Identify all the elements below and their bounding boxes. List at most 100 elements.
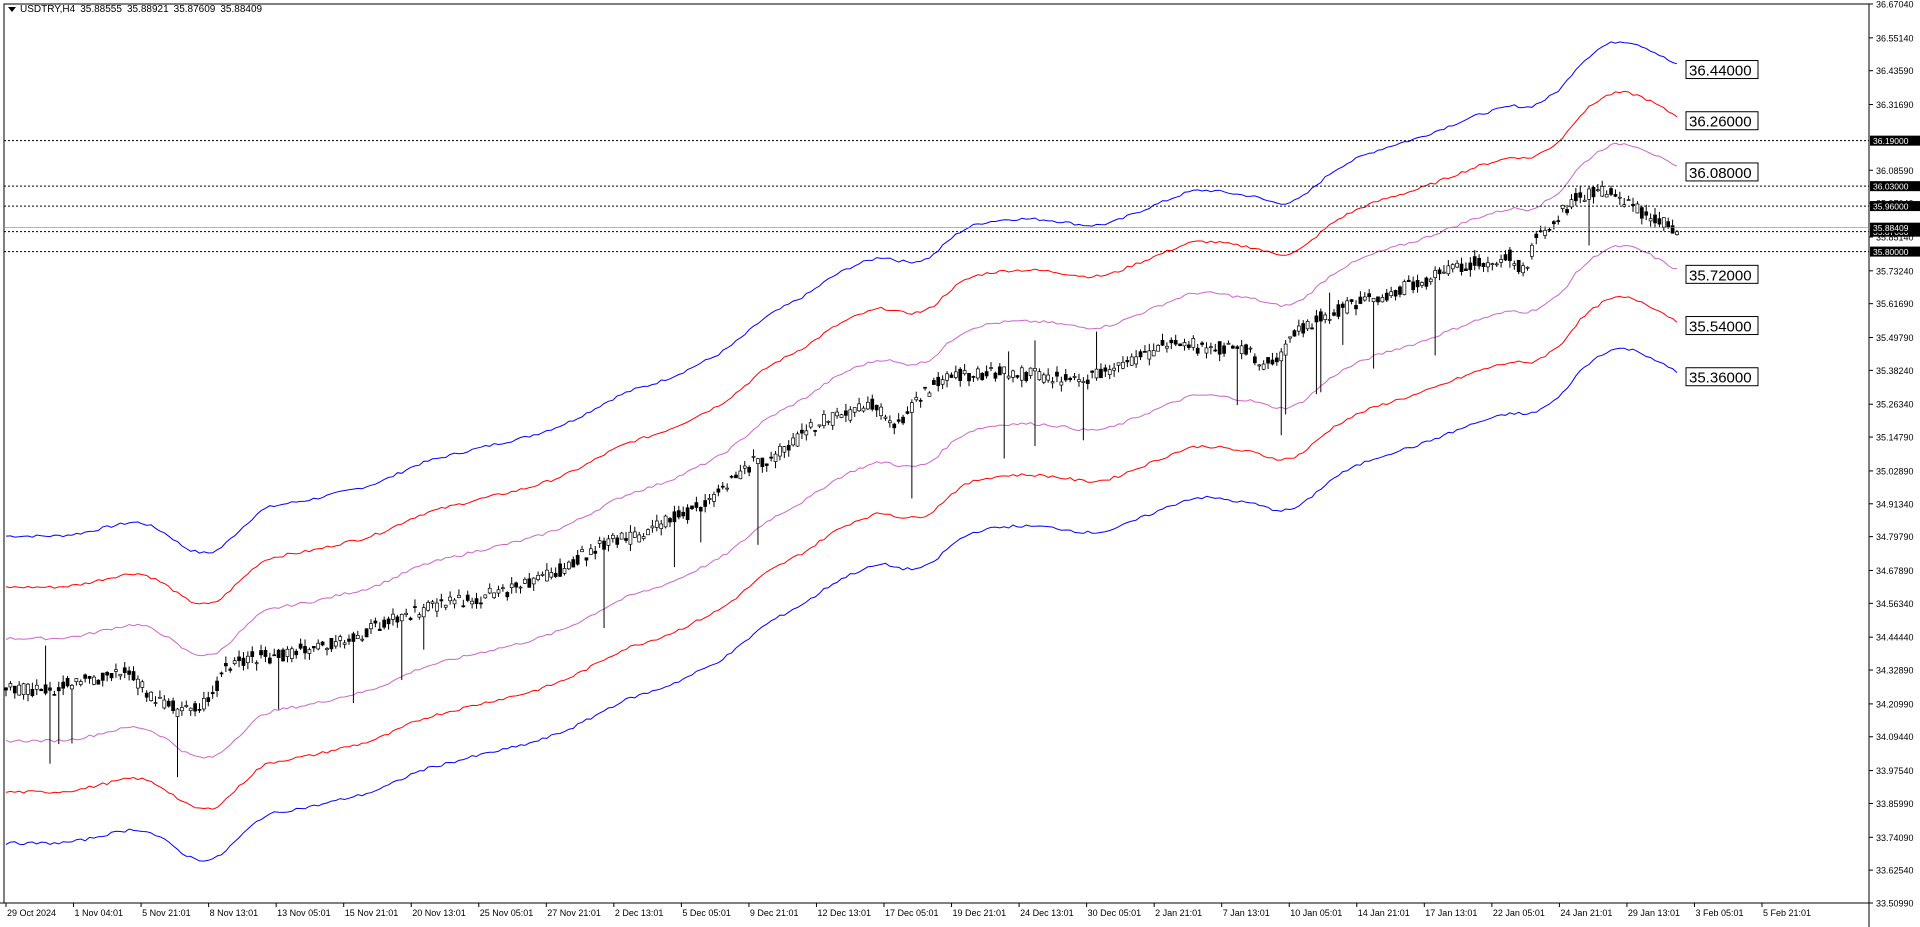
candle-body (180, 707, 184, 712)
candle-body (382, 619, 387, 628)
candle-body (215, 680, 219, 691)
level-price-tag (1870, 201, 1920, 212)
candle-body (866, 401, 870, 410)
y-tick-label: 35.02890 (1876, 466, 1914, 476)
level-price-label: 36.03000 (1873, 182, 1909, 192)
candle-body (545, 569, 549, 582)
candle-body (202, 697, 206, 710)
candle-body (1349, 299, 1354, 302)
candle-body (619, 532, 624, 540)
x-tick-label: 2 Jan 21:01 (1155, 908, 1202, 918)
candle-body (795, 433, 800, 447)
candle-body (1569, 199, 1574, 208)
dropdown-triangle-icon[interactable] (8, 6, 16, 12)
candle-body (395, 616, 400, 623)
candle-body (685, 507, 690, 521)
candle-body (153, 702, 158, 704)
candle-body (1147, 350, 1152, 360)
candle-body (1024, 372, 1029, 382)
candle-body (975, 368, 980, 379)
candle-body (1556, 220, 1561, 222)
y-tick-label: 33.74090 (1876, 833, 1914, 843)
candle-body (835, 411, 839, 417)
candle-body (1591, 186, 1596, 198)
candle-body (267, 657, 272, 664)
candle-body (1455, 262, 1459, 268)
candle-body (901, 416, 905, 424)
x-tick-label: 13 Nov 05:01 (277, 908, 331, 918)
candle-body (738, 470, 743, 480)
candle-body (171, 700, 175, 712)
candle-body (1420, 282, 1424, 286)
candle-body (1129, 356, 1134, 366)
candle-body (1085, 379, 1090, 384)
y-tick-label: 33.85990 (1876, 799, 1914, 809)
candle-body (1600, 186, 1605, 197)
candle-body (461, 605, 466, 608)
candle-body (967, 373, 971, 382)
candle-body (1033, 368, 1037, 372)
candle-body (910, 402, 914, 413)
candle-body (65, 678, 70, 687)
candle-body (1516, 259, 1521, 273)
candle-body (430, 601, 435, 604)
candle-body (342, 642, 347, 645)
candle-body (1209, 346, 1213, 349)
candle-body (325, 648, 329, 650)
candle-body (1231, 345, 1235, 349)
candle-body (474, 598, 479, 605)
candle-body (1274, 357, 1279, 363)
y-tick-label: 34.20990 (1876, 699, 1914, 709)
y-tick-label: 35.38240 (1876, 366, 1914, 376)
candle-body (1402, 281, 1407, 295)
candle-body (263, 649, 268, 657)
candle-body (509, 583, 514, 588)
candle-body (553, 573, 558, 577)
candle-body (443, 604, 448, 608)
candle-body (1046, 374, 1051, 381)
candle-body (360, 638, 365, 641)
candle-body (742, 465, 747, 469)
candle-body (118, 673, 123, 677)
candle-body (1525, 266, 1530, 269)
candle-body (78, 681, 83, 685)
candle-body (936, 376, 941, 387)
candle-body (338, 636, 343, 641)
candle-body (1266, 357, 1270, 364)
candle-body (1068, 377, 1073, 381)
candle-body (26, 683, 30, 695)
candle-body (413, 606, 417, 608)
candle-body (74, 678, 79, 683)
candle-body (756, 458, 760, 464)
candle-body (1442, 271, 1446, 274)
candle-body (140, 681, 145, 688)
candle-body (1226, 342, 1231, 345)
y-tick-label: 35.26340 (1876, 400, 1914, 410)
candle-body (953, 371, 958, 378)
candle-body (4, 687, 8, 691)
candle-body (48, 687, 52, 691)
candle-body (786, 444, 791, 451)
candle-body (1296, 325, 1301, 332)
y-tick-label: 35.49790 (1876, 333, 1914, 343)
candle-body (439, 599, 444, 602)
candle-body (43, 684, 48, 694)
candle-body (232, 660, 237, 665)
level-price-label: 36.19000 (1873, 136, 1909, 146)
x-tick-label: 27 Nov 21:01 (547, 908, 601, 918)
candle-body (1661, 217, 1666, 228)
candle-body (1178, 343, 1182, 346)
candle-body (1336, 304, 1341, 317)
band-end-box (1685, 367, 1759, 387)
candle-body (448, 596, 452, 602)
x-tick-label: 17 Dec 05:01 (885, 908, 939, 918)
candle-body (1200, 342, 1204, 345)
candle-body (672, 511, 677, 523)
candle-body (844, 410, 848, 416)
candle-body (1666, 221, 1671, 228)
candle-body (1332, 312, 1336, 316)
x-tick-label: 24 Dec 13:01 (1020, 908, 1074, 918)
candle-body (606, 538, 611, 546)
level-price-tag (1870, 246, 1920, 257)
